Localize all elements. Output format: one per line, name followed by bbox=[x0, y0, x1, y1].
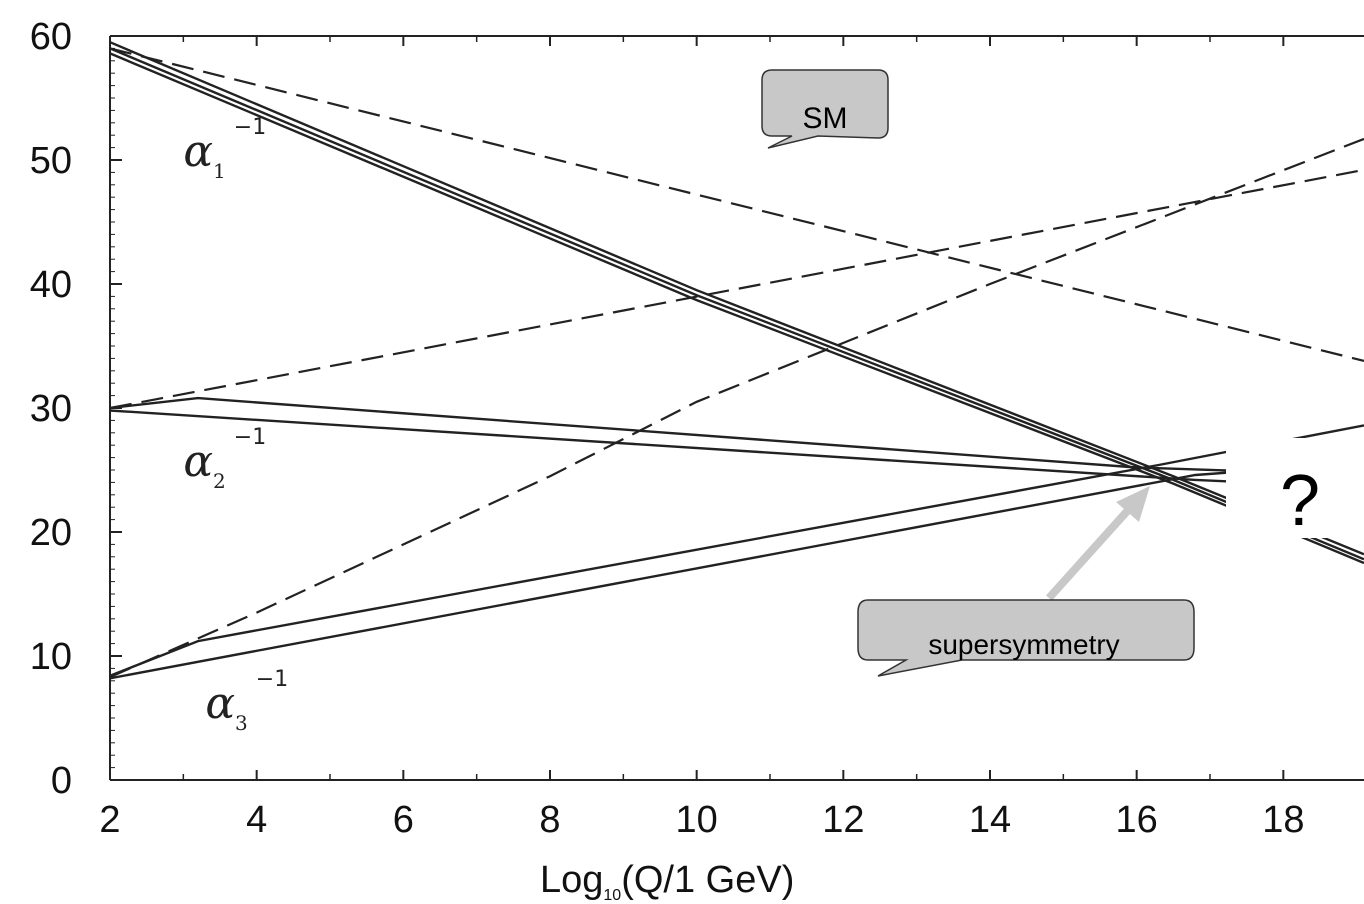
x-tick-label: 4 bbox=[246, 799, 267, 841]
series-line-sm-alpha3 bbox=[109, 137, 1364, 679]
x-tick-label: 6 bbox=[393, 799, 414, 841]
series-line-sm-alpha1 bbox=[109, 47, 1364, 362]
y-tick-label: 40 bbox=[30, 264, 72, 306]
series-labels: α1−1 α2−1 α3−1 bbox=[183, 115, 288, 735]
question-backdrop bbox=[1226, 438, 1364, 538]
series-line-supersymmetry-alpha1 bbox=[109, 52, 1364, 565]
susy-callout-text: supersymmetry bbox=[928, 629, 1119, 660]
x-tick-label: 10 bbox=[676, 799, 718, 841]
question-mark: ? bbox=[1280, 461, 1320, 541]
axes: 2 4 6 8 10 12 14 16 18 0 10 20 30 40 50 60 bbox=[30, 16, 1364, 841]
x-tick-label: 14 bbox=[969, 799, 1011, 841]
x-tick-label: 8 bbox=[539, 799, 560, 841]
series-line-supersymmetry-alpha2 bbox=[109, 409, 1364, 489]
series-label: α3−1 bbox=[205, 667, 288, 735]
susy-callout-bubble bbox=[857, 599, 1195, 677]
x-axis-label: Log10(Q/1 GeV) bbox=[540, 859, 794, 904]
y-tick-label: 60 bbox=[30, 16, 72, 58]
x-tick-label: 18 bbox=[1262, 799, 1304, 841]
y-tick-label: 30 bbox=[30, 388, 72, 430]
series-label: α2−1 bbox=[183, 425, 266, 493]
sm-callout-bubble bbox=[761, 69, 889, 149]
y-tick-label: 50 bbox=[30, 140, 72, 182]
x-tick-label: 16 bbox=[1116, 799, 1158, 841]
series-line-supersymmetry-alpha2 bbox=[109, 396, 1364, 477]
series-group bbox=[109, 41, 1364, 680]
y-tick-label: 20 bbox=[30, 512, 72, 554]
x-tick-label: 2 bbox=[99, 799, 120, 841]
sm-callout: SM bbox=[761, 69, 889, 149]
series-line-supersymmetry-alpha1 bbox=[109, 47, 1364, 561]
series-label: α1−1 bbox=[183, 115, 266, 183]
y-tick-label: 10 bbox=[30, 636, 72, 678]
y-tick-label: 0 bbox=[51, 760, 72, 802]
susy-arrow bbox=[1046, 486, 1150, 601]
sm-callout-text: SM bbox=[803, 102, 848, 135]
susy-callout: supersymmetry bbox=[857, 599, 1195, 677]
series-line-sm-alpha2 bbox=[109, 168, 1364, 410]
x-tick-label: 12 bbox=[822, 799, 864, 841]
